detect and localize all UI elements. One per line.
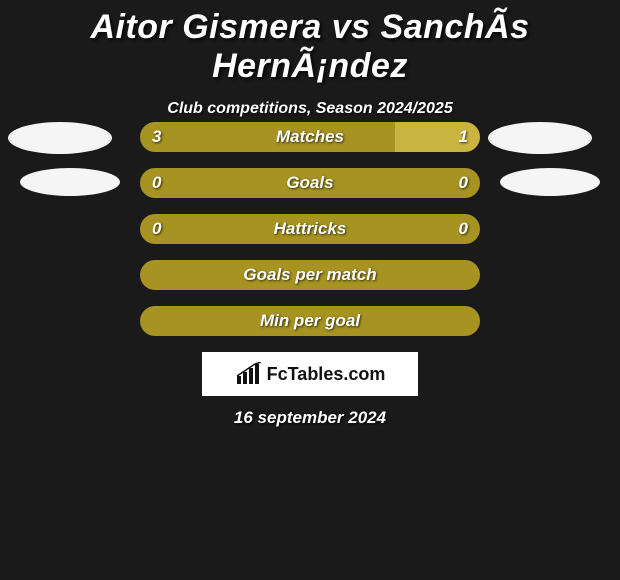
page-subtitle: Club competitions, Season 2024/2025 (0, 100, 620, 118)
page-title: Aitor Gismera vs SanchÃ­s HernÃ¡ndez (0, 0, 620, 86)
bar-left-fill (140, 122, 395, 152)
logo-box: FcTables.com (202, 352, 418, 396)
bar-track (140, 122, 480, 152)
chart-icon (235, 362, 263, 386)
bar-track (140, 306, 480, 336)
player-ellipse-right (500, 168, 600, 196)
bar-track (140, 168, 480, 198)
player-ellipse-left (20, 168, 120, 196)
logo-text: FcTables.com (267, 364, 386, 385)
bar-left-fill (140, 214, 480, 244)
stats-container: Matches31 Goals00 Hattricks00 Goals per mat… (0, 122, 620, 352)
date-text: 16 september 2024 (0, 408, 620, 428)
bar-track (140, 260, 480, 290)
bar-left-fill (140, 168, 480, 198)
stat-row: Matches31 (0, 122, 620, 152)
bar-left-fill (140, 306, 480, 336)
player-ellipse-left (8, 122, 112, 154)
stat-row: Min per goal (0, 306, 620, 336)
stat-row: Goals00 (0, 168, 620, 198)
stat-row: Goals per match (0, 260, 620, 290)
player-ellipse-right (488, 122, 592, 154)
stat-row: Hattricks00 (0, 214, 620, 244)
bar-right-fill (395, 122, 480, 152)
bar-track (140, 214, 480, 244)
bar-left-fill (140, 260, 480, 290)
